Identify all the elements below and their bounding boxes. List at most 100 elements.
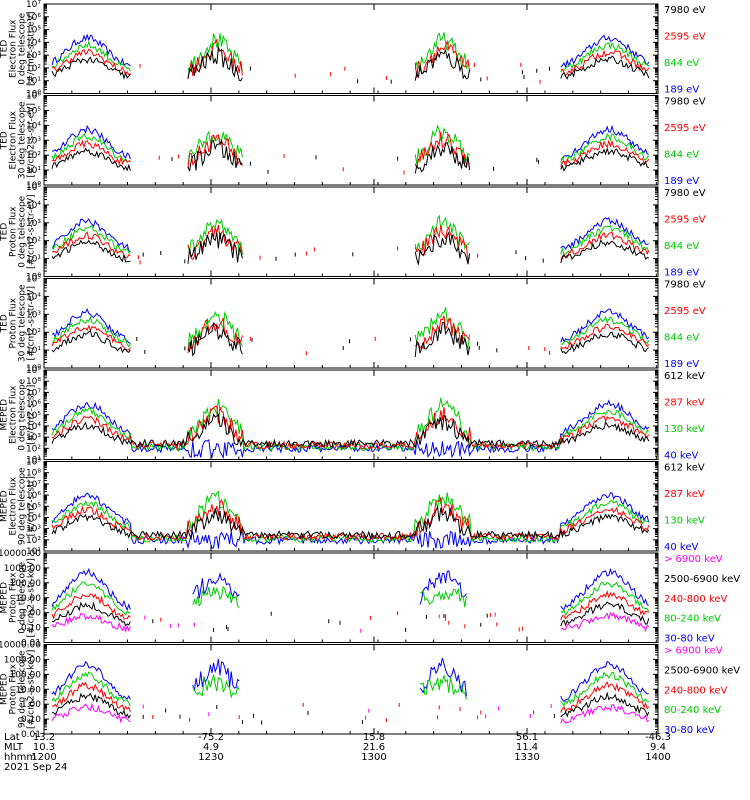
x-tick-label: 1400: [645, 752, 670, 763]
legend-entry: 612 keV: [664, 463, 705, 474]
legend-entry: 130 keV: [664, 516, 705, 527]
y-axis-label: MEPEDElectron Flux0 deg telescope[#/cm2-…: [0, 378, 37, 450]
x-tick-label: 10.3: [33, 742, 55, 753]
y-tick-label: 10.00: [15, 594, 41, 604]
x-tick-label: 56.1: [516, 732, 538, 743]
y-axis-label-line: TED: [0, 314, 10, 333]
y-tick-label: 10⁷: [26, 0, 41, 10]
y-tick-label: 1000.00: [4, 655, 41, 665]
y-axis-label-line: [#/cm2-s-str-eV]: [27, 11, 37, 86]
y-tick-label: 10⁵: [26, 26, 41, 36]
y-axis-label-line: Proton Flux: [9, 297, 19, 348]
y-axis-label-line: Proton Flux: [9, 663, 19, 714]
y-axis-label-line: Electron Flux: [9, 385, 19, 444]
legend-entry: 80-240 keV: [664, 614, 721, 625]
x-tick-label: 15.8: [363, 732, 385, 743]
y-tick-label: 10¹: [26, 77, 41, 87]
y-tick-label: 10⁶: [26, 92, 41, 102]
legend-entry: 7980 eV: [664, 97, 706, 108]
y-axis-label-line: [#/cm2-s-str]: [27, 385, 37, 445]
legend-entry: 844 eV: [664, 58, 699, 69]
series-line: [51, 217, 649, 253]
x-tick-label: -75.2: [198, 732, 224, 743]
y-tick-label: 10⁵: [26, 183, 41, 193]
y-tick-label: 10⁶: [26, 13, 41, 23]
legend-entry: 287 keV: [664, 489, 705, 500]
series-line: [51, 131, 650, 170]
y-tick-label: 10⁷: [26, 388, 41, 398]
y-tick-label: 10⁴: [26, 201, 41, 211]
legend-entry: 844 eV: [664, 150, 699, 161]
y-tick-label: 10¹: [26, 255, 41, 265]
legend-entry: 7980 eV: [664, 280, 706, 291]
y-tick-label: 10⁵: [26, 275, 41, 285]
series-line: [51, 589, 649, 620]
y-axis-label-line: MEPED: [0, 490, 10, 522]
y-tick-label: 10⁴: [26, 121, 41, 131]
series-line: [51, 307, 650, 344]
y-axis-label: MEPEDProton Flux0 deg telescope[#/cm2-s-…: [0, 558, 37, 637]
y-axis-label-line: TED: [0, 131, 10, 150]
legend-entry: 7980 eV: [664, 5, 706, 16]
y-tick-label: 10⁰: [26, 364, 41, 374]
legend-entry: 189 eV: [664, 85, 699, 96]
y-axis-label-line: 0 deg telescope: [18, 561, 28, 633]
x-tick-label: -46.3: [645, 732, 671, 743]
y-tick-label: 10⁵: [26, 502, 41, 512]
x-axis-row-label: MLT: [4, 742, 24, 753]
series-line: [51, 321, 650, 358]
x-tick-label: 21.6: [363, 742, 385, 753]
y-axis-label-line: [#/cm2-s-str-keV]: [27, 650, 37, 729]
y-axis-label-line: Proton Flux: [9, 572, 19, 623]
legend-entry: 80-240 keV: [664, 705, 721, 716]
y-axis-label-line: 0 deg telescope: [18, 195, 28, 267]
series-line: [51, 567, 649, 611]
y-axis-label-line: MEPED: [0, 673, 10, 705]
y-tick-label: 10⁵: [26, 411, 41, 421]
y-axis-label-line: [#/cm2-s-str-eV]: [27, 103, 37, 178]
series-traces: [51, 214, 650, 265]
y-axis-label-line: [#/cm2-s-str-eV]: [27, 194, 37, 269]
y-axis-label: MEPEDElectron Flux90 deg telescope[#/cm2…: [0, 467, 37, 545]
series-traces: [51, 397, 650, 460]
y-tick-label: 10⁴: [26, 513, 41, 523]
y-tick-label: 10³: [26, 136, 41, 146]
series-line: [51, 611, 650, 633]
y-tick-label: 0.01: [21, 730, 41, 740]
series-line: [51, 224, 650, 263]
legend-entry: 2595 eV: [664, 215, 706, 226]
y-tick-label: 0.01: [21, 639, 41, 649]
y-tick-label: 10¹: [26, 456, 41, 466]
y-tick-label: 10⁷: [26, 480, 41, 490]
y-tick-label: 10²: [26, 444, 41, 454]
y-tick-label: 10²: [26, 536, 41, 546]
legend-entry: 189 eV: [664, 176, 699, 187]
series-traces: [51, 32, 650, 84]
legend-entry: 240-800 keV: [664, 685, 728, 696]
series-line: [51, 691, 650, 719]
y-tick-label: 10²: [26, 237, 41, 247]
y-tick-label: 100.00: [10, 670, 42, 680]
y-axis-label-line: [#/cm2-s-str]: [27, 476, 37, 536]
series-line: [51, 33, 650, 69]
y-axis-label-line: Electron Flux: [9, 476, 19, 535]
y-axis-label-line: MEPED: [0, 399, 10, 431]
y-axis-label: MEPEDProton Flux90 deg telescope[#/cm2-s…: [0, 650, 37, 729]
y-tick-label: 10⁹: [26, 366, 41, 376]
series-line: [51, 397, 650, 452]
x-tick-label: 1330: [514, 752, 539, 763]
y-axis-label: TEDElectron Flux30 deg telescope[#/cm2-s…: [0, 101, 37, 179]
series-line: [51, 32, 650, 74]
series-line: [51, 138, 649, 174]
series-line: [51, 702, 650, 724]
series-line: [51, 601, 650, 627]
legend-entry: 40 keV: [664, 451, 698, 462]
series-line: [51, 681, 650, 713]
y-tick-label: 10³: [26, 219, 41, 229]
y-tick-label: 10⁰: [26, 181, 41, 191]
